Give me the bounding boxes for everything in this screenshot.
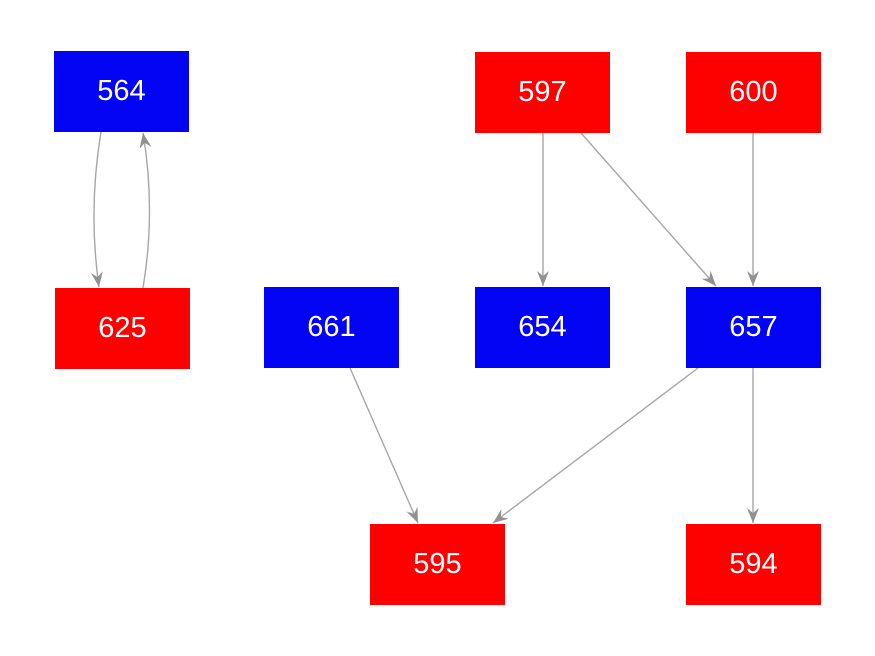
node-label: 654: [518, 311, 567, 343]
edge-564-to-625: [90, 131, 103, 288]
node-597: 597: [475, 52, 610, 133]
node-label: 657: [729, 311, 778, 343]
node-657: 657: [686, 287, 821, 368]
node-625: 625: [55, 288, 190, 369]
node-label: 625: [98, 312, 147, 344]
edge-625-to-564: [139, 132, 152, 289]
node-600: 600: [686, 52, 821, 133]
node-label: 595: [413, 548, 462, 580]
node-661: 661: [264, 287, 399, 368]
edge-657-to-595: [492, 367, 699, 524]
node-595: 595: [370, 524, 505, 605]
node-label: 564: [97, 75, 146, 107]
node-label: 600: [729, 76, 778, 108]
node-564: 564: [54, 51, 189, 132]
node-654: 654: [475, 287, 610, 368]
node-594: 594: [686, 524, 821, 605]
edge-597-to-657: [580, 132, 717, 287]
node-label: 594: [729, 548, 778, 580]
node-label: 597: [518, 76, 567, 108]
node-label: 661: [307, 311, 356, 343]
edge-661-to-595: [349, 367, 419, 524]
